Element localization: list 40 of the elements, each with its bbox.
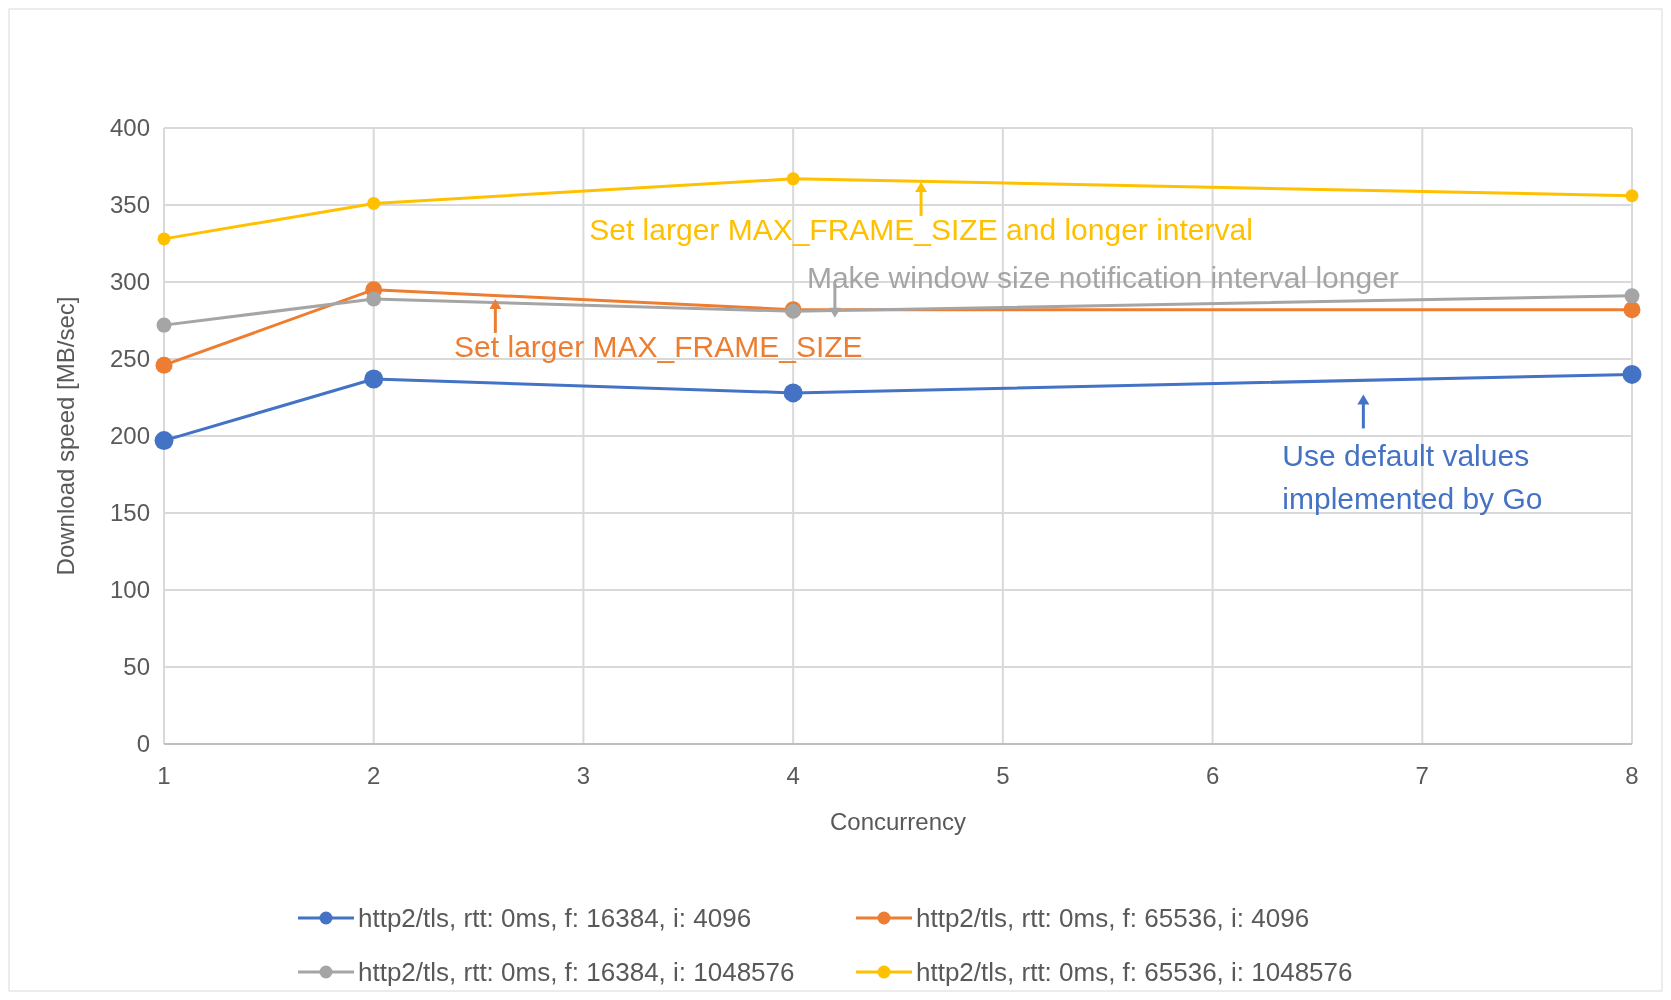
y-tick-label: 100 — [109, 576, 150, 604]
x-tick-label: 3 — [576, 762, 591, 789]
x-tick-label: 5 — [996, 762, 1010, 789]
annotation: Set larger MAX_FRAME_SIZE and longer interval — [589, 212, 1253, 246]
y-tick-label: 250 — [109, 345, 150, 373]
legend-label: http2/tls, rtt: 0ms, f: 65536, i: 4096 — [916, 903, 1310, 934]
point — [783, 383, 803, 403]
annotation: Use default values implemented by Go — [1282, 439, 1543, 516]
x-tick-label: 4 — [786, 762, 800, 789]
legend-label: http2/tls, rtt: 0ms, f: 16384, i: 1048576 — [358, 957, 795, 988]
y-axis-title: Download speed [MB/sec] — [52, 296, 79, 576]
point — [155, 356, 173, 374]
point — [367, 196, 381, 210]
point — [1623, 301, 1641, 319]
point — [154, 431, 174, 451]
legend-label: http2/tls, rtt: 0ms, f: 16384, i: 4096 — [358, 903, 752, 934]
x-axis-title: Concurrency — [829, 808, 967, 835]
y-tick-label: 350 — [109, 191, 150, 219]
point — [157, 232, 171, 246]
point — [1622, 364, 1642, 384]
legend-label: http2/tls, rtt: 0ms, f: 65536, i: 1048576 — [916, 957, 1353, 988]
point — [1625, 189, 1639, 203]
x-tick-label: 2 — [367, 762, 381, 789]
point — [786, 172, 800, 186]
point — [366, 291, 382, 307]
point — [156, 317, 172, 333]
x-tick-label: 1 — [157, 762, 171, 789]
point — [1624, 288, 1640, 304]
y-tick-label: 0 — [136, 730, 150, 758]
x-tick-label: 7 — [1415, 762, 1429, 789]
y-tick-label: 50 — [123, 653, 150, 681]
x-tick-label: 8 — [1625, 762, 1639, 789]
y-tick-label: 200 — [109, 422, 150, 450]
x-tick-label: 6 — [1205, 762, 1220, 789]
annotation: Make window size notification interval longer — [806, 260, 1399, 294]
point — [364, 369, 384, 389]
y-tick-label: 300 — [109, 268, 150, 296]
y-tick-label: 400 — [109, 114, 150, 142]
annotation: Set larger MAX_FRAME_SIZE — [454, 329, 863, 363]
y-tick-label: 150 — [109, 499, 150, 527]
